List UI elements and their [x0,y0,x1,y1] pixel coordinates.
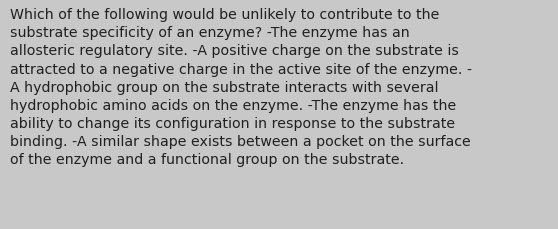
Text: Which of the following would be unlikely to contribute to the
substrate specific: Which of the following would be unlikely… [10,8,472,167]
